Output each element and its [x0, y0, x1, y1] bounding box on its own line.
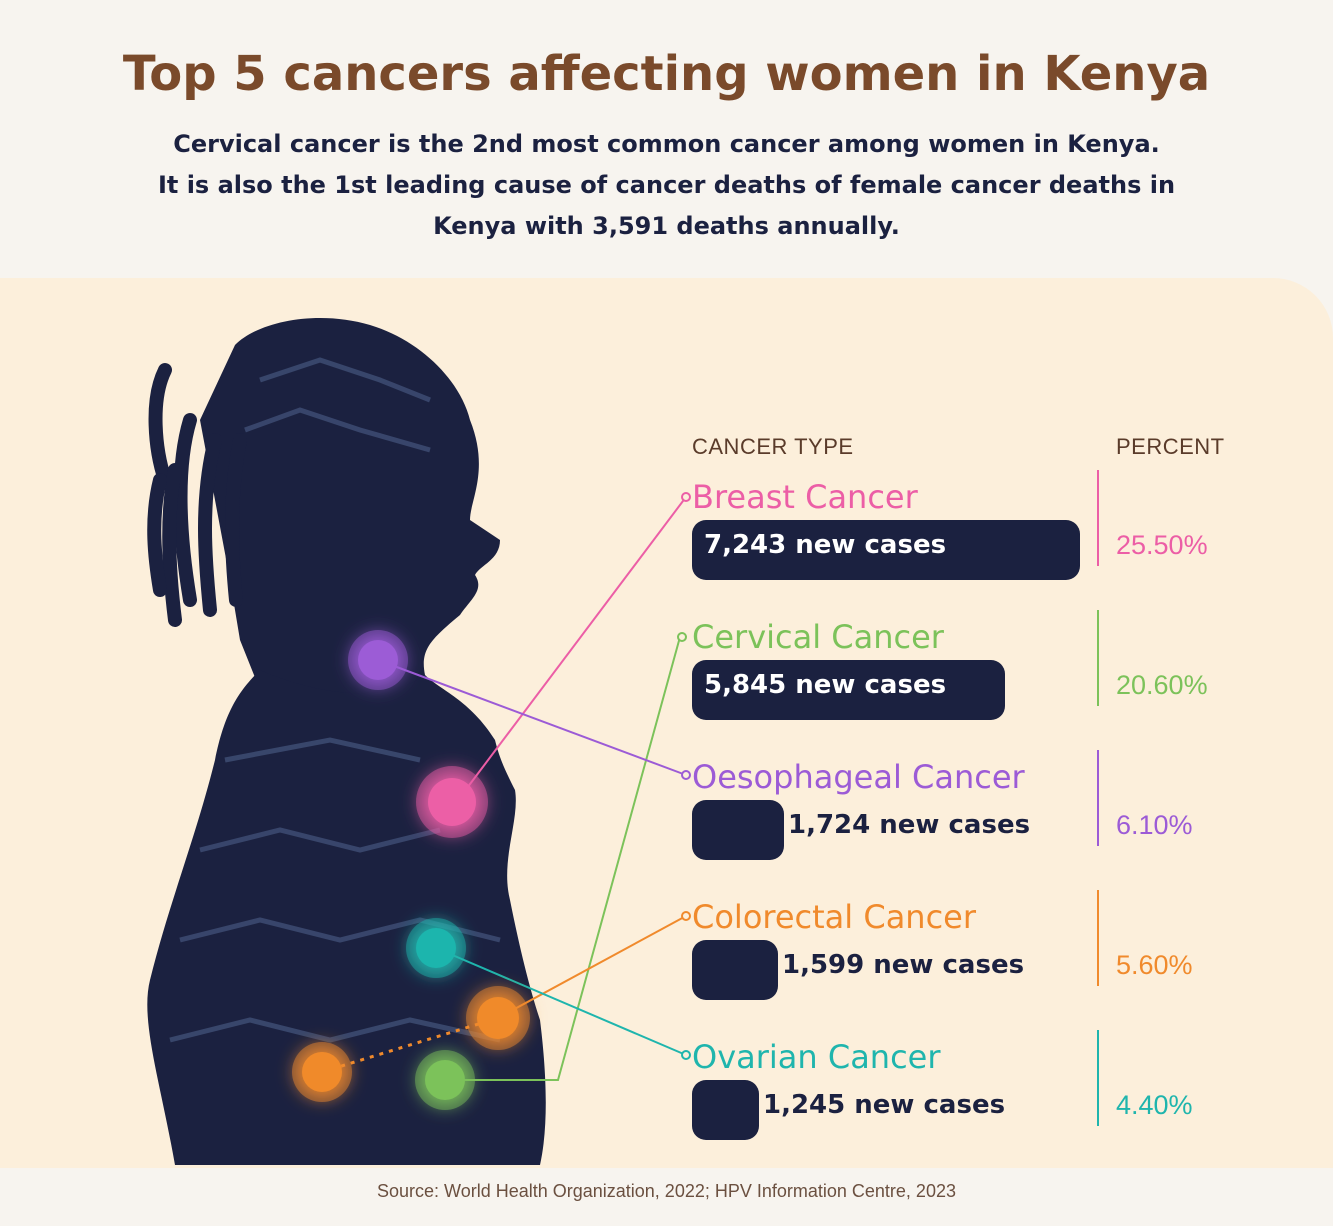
deaths-count: 3,591 [592, 212, 669, 240]
body-markers [292, 630, 530, 1110]
cancer-name: Breast Cancer [692, 478, 918, 516]
page-title: Top 5 cancers affecting women in Kenya [122, 46, 1211, 102]
percent-label: 5.60% [1116, 950, 1193, 980]
percent-label: 6.10% [1116, 810, 1193, 840]
cases-label: 1,245 new cases [763, 1090, 1006, 1120]
separator-line [1097, 1030, 1099, 1126]
marker-colorectal-secondary [292, 1042, 352, 1102]
cases-label: 5,845 new cases [704, 670, 947, 700]
cases-label: 1,599 new cases [782, 950, 1025, 980]
cancer-name: Colorectal Cancer [692, 898, 977, 936]
cancer-row-cervical: Cervical Cancer 5,845 new cases 20.60% [0, 610, 1333, 738]
cancer-row-oesophageal: Oesophageal Cancer 1,724 new cases 6.10% [0, 750, 1333, 878]
marker-cervical [415, 1050, 475, 1110]
cancer-name: Oesophageal Cancer [692, 758, 1025, 796]
cancer-row-breast: Breast Cancer 7,243 new cases 25.50% [0, 470, 1333, 598]
subtitle-line-1: Cervical cancer is the 2nd most common c… [173, 130, 1160, 158]
separator-line [1097, 750, 1099, 846]
cases-bar [692, 1080, 759, 1140]
separator-line [1097, 610, 1099, 706]
source-note: Source: World Health Organization, 2022;… [377, 1181, 956, 1201]
cancer-name: Cervical Cancer [692, 618, 944, 656]
marker-breast [416, 766, 488, 838]
cancer-name: Ovarian Cancer [692, 1038, 941, 1076]
connector-cervical [445, 636, 681, 1081]
cases-bar [692, 940, 778, 1000]
connector-lines [321, 492, 691, 1081]
connector-ovarian [435, 947, 687, 1056]
cases-bar [692, 520, 1080, 580]
separator-line [1097, 470, 1099, 566]
percent-label: 25.50% [1116, 530, 1208, 560]
header-percent: PERCENT [1116, 434, 1225, 459]
cases-bar [692, 800, 784, 860]
marker-colorectal [466, 986, 530, 1050]
subtitle: Cervical cancer is the 2nd most common c… [40, 124, 1293, 247]
marker-oesophageal [348, 630, 408, 690]
marker-ovarian [406, 918, 466, 978]
cases-bar [692, 660, 1005, 720]
subtitle-line-3-prefix: Kenya with [433, 212, 593, 240]
percent-label: 4.40% [1116, 1090, 1193, 1120]
connector-colorectal [497, 915, 687, 1019]
cases-label: 7,243 new cases [704, 530, 947, 560]
subtitle-line-3-suffix: deaths annually. [668, 212, 900, 240]
subtitle-line-2: It is also the 1st leading cause of canc… [157, 171, 1176, 199]
subtitle-line-3: Kenya with 3,591 deaths annually. [40, 206, 1293, 247]
cancer-row-ovarian: Ovarian Cancer 1,245 new cases 4.40% [0, 1030, 1333, 1158]
cases-label: 1,724 new cases [788, 810, 1031, 840]
cancer-row-colorectal: Colorectal Cancer 1,599 new cases 5.60% [0, 890, 1333, 1018]
header-cancer-type: CANCER TYPE [692, 434, 854, 459]
connector-oesophageal [377, 659, 687, 776]
separator-line [1097, 890, 1099, 986]
percent-label: 20.60% [1116, 670, 1208, 700]
connector-breast [457, 496, 687, 801]
